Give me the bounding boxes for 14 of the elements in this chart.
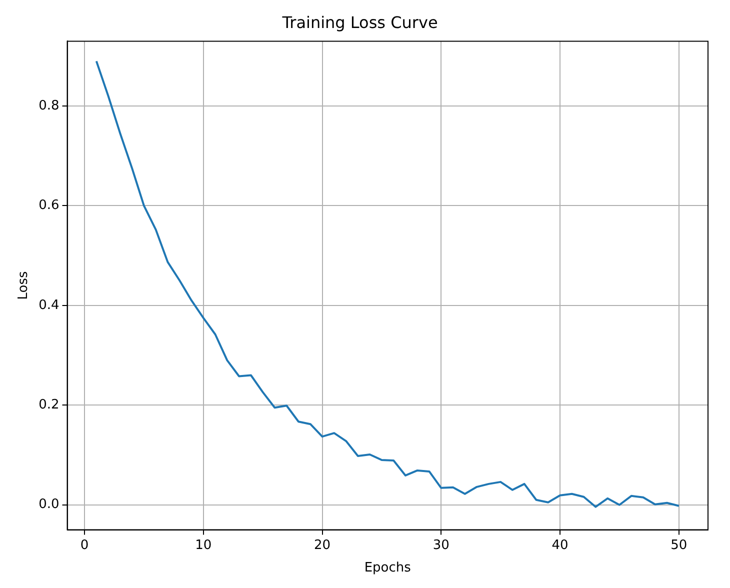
chart-title: Training Loss Curve	[281, 12, 438, 32]
y-tick-label: 0.8	[38, 98, 60, 114]
x-tick-label: 0	[80, 538, 89, 553]
y-tick-label: 0.2	[38, 398, 60, 413]
y-tick-label: 0.6	[38, 198, 60, 214]
x-tick-label: 40	[552, 538, 568, 553]
x-tick-label: 20	[314, 538, 331, 553]
x-tick-label: 10	[195, 538, 212, 553]
x-tick-label: 30	[432, 538, 450, 553]
y-tick-label: 0.0	[38, 497, 60, 512]
x-tick-label: 50	[670, 538, 688, 553]
y-tick-label: 0.4	[38, 298, 60, 313]
y-axis-title: Loss	[16, 271, 32, 300]
x-axis-title: Epochs	[364, 560, 412, 576]
